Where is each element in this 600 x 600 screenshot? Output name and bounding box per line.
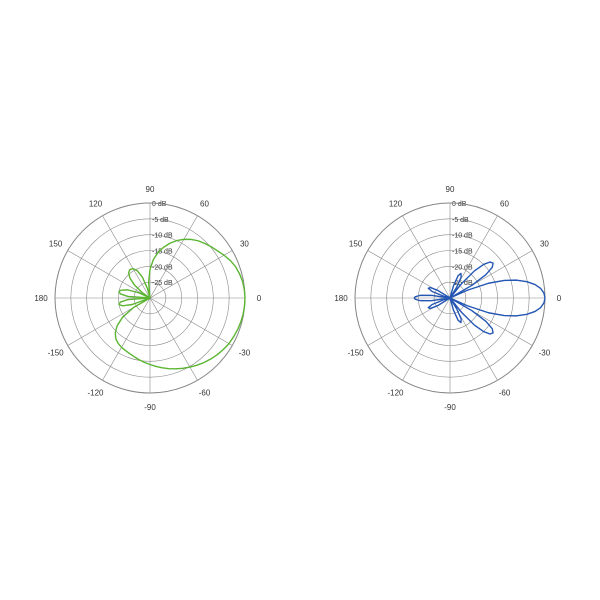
right-polar-chart: -25 dB-20 dB-15 dB-10 dB-5 dB0 dB0306090… (310, 158, 590, 443)
angle-tick-label: 150 (349, 239, 363, 248)
angular-spoke (68, 250, 150, 298)
angle-tick-label: -30 (239, 348, 251, 357)
angular-spoke (403, 298, 451, 380)
radial-tick-label: -25 dB (152, 280, 173, 287)
angle-tick-label: -150 (48, 348, 65, 357)
angle-tick-label: 180 (334, 294, 348, 303)
angular-spoke (103, 215, 151, 297)
angular-spoke (103, 298, 151, 380)
radial-tick-label: -10 dB (152, 232, 173, 239)
angular-spoke (150, 298, 232, 346)
angle-tick-label: 60 (500, 199, 509, 208)
radial-tick-label: -5 dB (452, 216, 469, 223)
angle-tick-label: 0 (257, 294, 262, 303)
angle-tick-label: 180 (34, 294, 48, 303)
angle-tick-label: -60 (499, 388, 511, 397)
angle-tick-label: 120 (389, 199, 403, 208)
angle-tick-label: -90 (444, 403, 456, 412)
angle-tick-label: 60 (200, 199, 209, 208)
angle-tick-label: 90 (446, 185, 455, 194)
angle-tick-label: 150 (49, 239, 63, 248)
angle-tick-label: -90 (144, 403, 156, 412)
radial-tick-label: -20 dB (152, 264, 173, 271)
charts-container: -25 dB-20 dB-15 dB-10 dB-5 dB0 dB0306090… (0, 0, 600, 600)
angle-tick-label: 30 (240, 239, 249, 248)
angular-spoke (150, 215, 198, 297)
radial-tick-label: -15 dB (152, 248, 173, 255)
radial-tick-label: -15 dB (452, 248, 473, 255)
angle-tick-label: -60 (199, 388, 211, 397)
angle-tick-label: 90 (146, 185, 155, 194)
angle-tick-label: 0 (557, 294, 562, 303)
angle-tick-label: -120 (87, 388, 104, 397)
angle-tick-label: -30 (539, 348, 551, 357)
left-polar-chart: -25 dB-20 dB-15 dB-10 dB-5 dB0 dB0306090… (10, 158, 290, 443)
radiation-pattern-trace (115, 239, 245, 369)
angular-spoke (150, 250, 232, 298)
angle-tick-label: 30 (540, 239, 549, 248)
angle-tick-label: -150 (348, 348, 365, 357)
angle-tick-label: 120 (89, 199, 103, 208)
radial-tick-label: -5 dB (152, 216, 169, 223)
angular-spoke (403, 215, 451, 297)
angle-tick-label: -120 (387, 388, 404, 397)
angular-spoke (150, 298, 198, 380)
radial-tick-label: -10 dB (452, 232, 473, 239)
radial-tick-label: -20 dB (452, 264, 473, 271)
